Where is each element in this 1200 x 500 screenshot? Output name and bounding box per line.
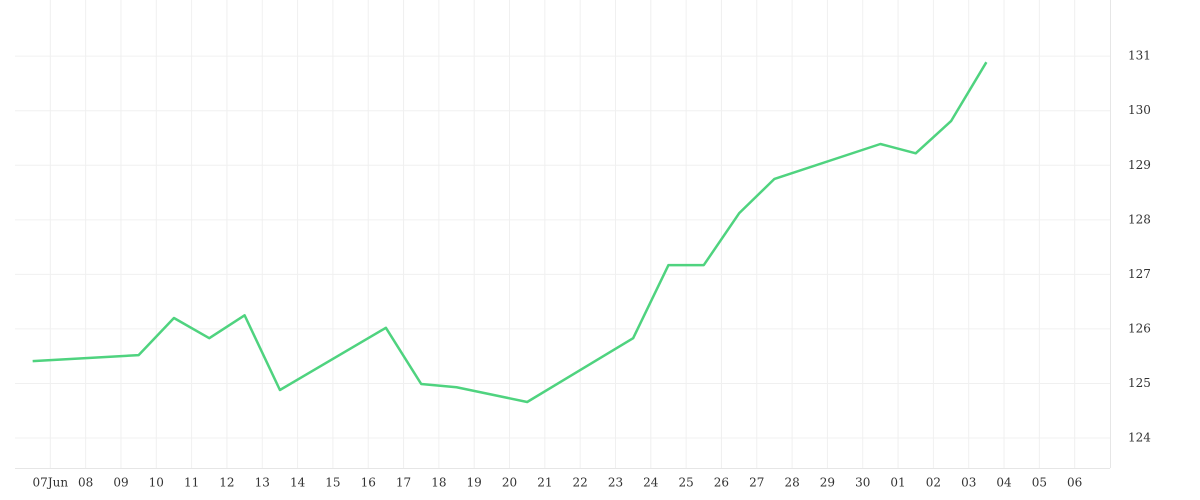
y-tick-label: 129: [1128, 158, 1151, 172]
x-tick-label: 29: [820, 476, 835, 490]
x-tick-label: 10: [149, 476, 164, 490]
x-tick-label: 11: [184, 476, 199, 490]
x-tick-label: 16: [361, 476, 376, 490]
y-tick-label: 128: [1128, 212, 1151, 226]
y-tick-label: 126: [1128, 321, 1151, 335]
x-tick-label: 18: [431, 476, 446, 490]
x-tick-label: 19: [467, 476, 482, 490]
x-tick-label: 30: [855, 476, 870, 490]
x-tick-label: 20: [502, 476, 517, 490]
y-tick-label: 131: [1128, 49, 1151, 63]
x-tick-label: 02: [926, 476, 941, 490]
x-tick-label: 06: [1067, 476, 1082, 490]
x-tick-label: 05: [1032, 476, 1047, 490]
x-tick-label: 23: [608, 476, 623, 490]
x-tick-label: 04: [996, 476, 1012, 490]
x-tick-label: 13: [255, 476, 270, 490]
y-tick-label: 127: [1128, 267, 1151, 281]
x-tick-label: 12: [219, 476, 234, 490]
y-tick-label: 125: [1128, 376, 1151, 390]
y-tick-label: 130: [1128, 103, 1151, 117]
x-tick-label: 28: [784, 476, 799, 490]
x-tick-label: 24: [643, 476, 659, 490]
y-tick-label: 124: [1128, 431, 1151, 445]
x-tick-label: 07Jun: [33, 476, 69, 490]
x-tick-label: 17: [396, 476, 411, 490]
x-tick-label: 27: [749, 476, 764, 490]
x-tick-label: 26: [714, 476, 729, 490]
x-tick-label: 01: [890, 476, 905, 490]
x-tick-label: 22: [573, 476, 588, 490]
x-tick-label: 08: [78, 476, 93, 490]
x-tick-label: 09: [113, 476, 128, 490]
x-tick-label: 14: [290, 476, 306, 490]
x-tick-label: 21: [537, 476, 552, 490]
line-series: [32, 61, 988, 404]
x-tick-label: 15: [325, 476, 340, 490]
x-tick-label: 25: [678, 476, 693, 490]
x-tick-label: 03: [961, 476, 976, 490]
